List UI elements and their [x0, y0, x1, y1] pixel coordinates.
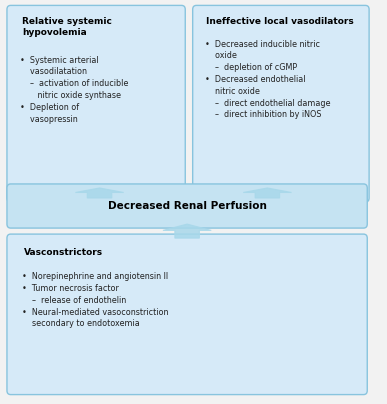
Text: Vasconstrictors: Vasconstrictors: [24, 248, 103, 257]
Text: Relative systemic
hypovolemia: Relative systemic hypovolemia: [22, 17, 112, 37]
Text: •  Norepinephrine and angiotensin II
•  Tumor necrosis factor
    –  release of : • Norepinephrine and angiotensin II • Tu…: [22, 272, 168, 328]
Polygon shape: [243, 188, 291, 198]
FancyBboxPatch shape: [7, 184, 367, 228]
Text: Ineffective local vasodilators: Ineffective local vasodilators: [205, 17, 353, 26]
Text: •  Systemic arterial
    vasodilatation
    –  activation of inducible
       ni: • Systemic arterial vasodilatation – act…: [20, 56, 128, 124]
FancyBboxPatch shape: [193, 5, 369, 202]
Polygon shape: [163, 224, 211, 238]
Text: Decreased Renal Perfusion: Decreased Renal Perfusion: [108, 201, 267, 211]
FancyBboxPatch shape: [7, 234, 367, 395]
Polygon shape: [75, 188, 124, 198]
FancyBboxPatch shape: [7, 5, 185, 202]
Text: •  Decreased inducible nitric
    oxide
    –  depletion of cGMP
•  Decreased en: • Decreased inducible nitric oxide – dep…: [205, 40, 330, 119]
